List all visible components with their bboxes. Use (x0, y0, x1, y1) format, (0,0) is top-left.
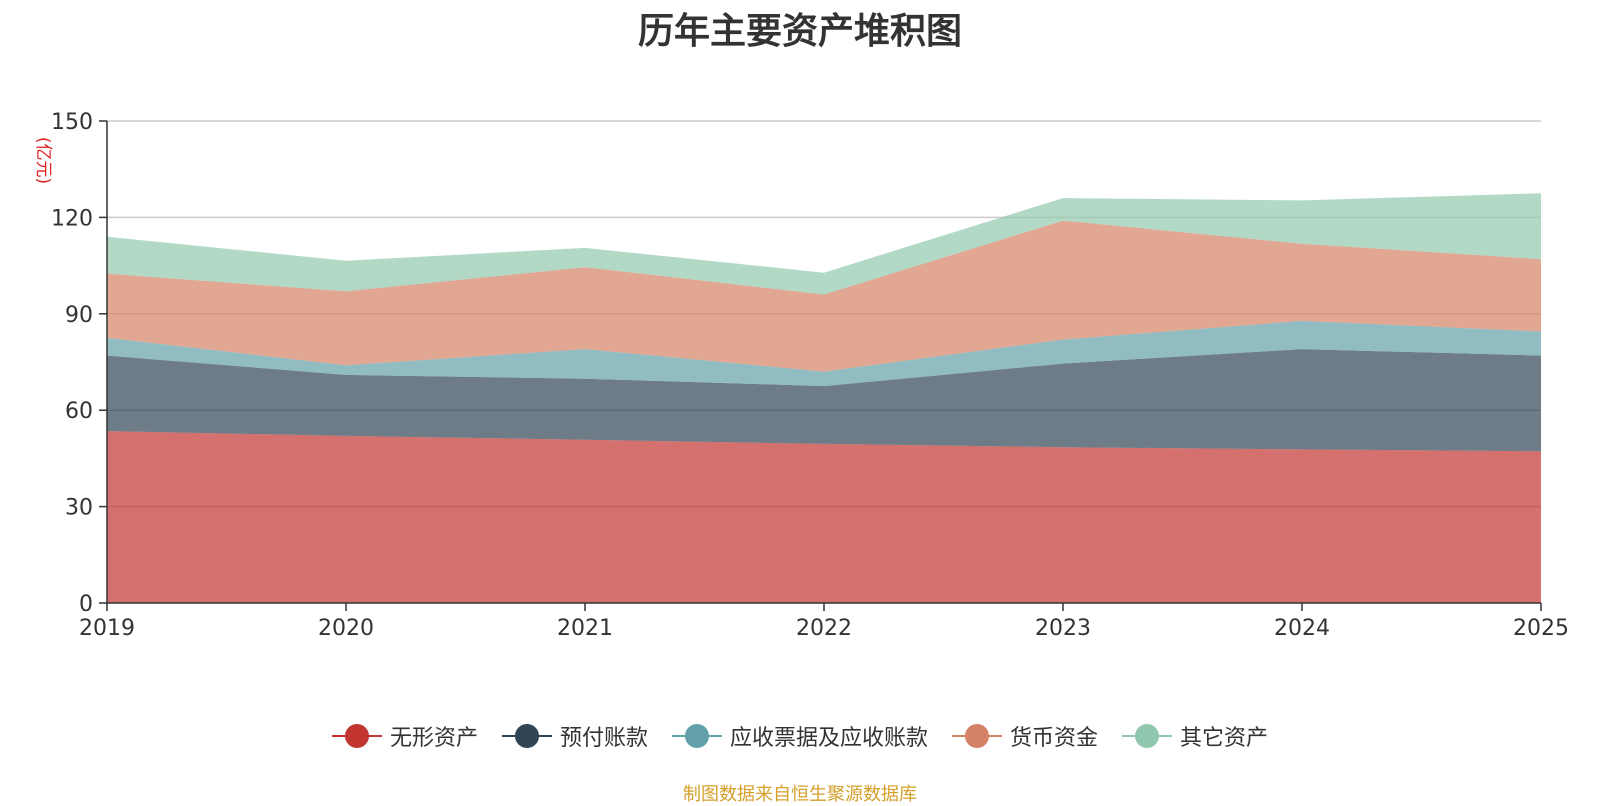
y-tick-label-120: 120 (51, 206, 93, 231)
legend-label: 其它资产 (1180, 726, 1269, 751)
axes: 0 30 60 90 120 150 2019 2020 2021 2022 2023 2024 202… (51, 110, 1569, 641)
legend: 无形资产 预付账款 应收票据及应收账款 货币资金 其它资产 (0, 720, 1600, 752)
legend-label: 应收票据及应收账款 (729, 726, 928, 751)
x-tick-label-2025: 2025 (1513, 616, 1569, 641)
chart-title: 历年主要资产堆积图 (637, 11, 962, 52)
x-tick-label-2020: 2020 (318, 616, 374, 641)
legend-marker-icon (1122, 724, 1173, 748)
legend-marker-icon (952, 724, 1002, 748)
legend-item-1[interactable]: 无形资产 (331, 720, 478, 752)
legend-item-4[interactable]: 货币资金 (952, 720, 1098, 752)
area-series-4[interactable] (107, 220, 1541, 372)
y-tick-label-0: 0 (79, 592, 93, 617)
legend-item-2[interactable]: 预付账款 (501, 720, 648, 752)
x-tick-label-2021: 2021 (557, 616, 613, 641)
y-tick-label-30: 30 (65, 496, 93, 521)
legend-item-5[interactable]: 其它资产 (1122, 720, 1268, 752)
y-tick-label-90: 90 (65, 303, 93, 328)
legend-label: 无形资产 (389, 726, 478, 751)
area-series (107, 193, 1541, 603)
legend-marker-icon (501, 724, 552, 748)
y-tick-label-60: 60 (65, 399, 93, 424)
x-tick-label-2022: 2022 (796, 616, 852, 641)
legend-marker-icon (671, 724, 722, 748)
x-tick-label-2019: 2019 (79, 616, 135, 641)
legend-marker-icon (331, 724, 382, 748)
area-series-5[interactable] (107, 193, 1541, 295)
area-series-2[interactable] (107, 349, 1541, 452)
y-tick-label-150: 150 (51, 110, 93, 135)
area-series-1[interactable] (107, 431, 1541, 603)
legend-label: 预付账款 (559, 726, 648, 751)
x-tick-label-2024: 2024 (1274, 616, 1330, 641)
area-series-3[interactable] (107, 320, 1541, 387)
legend-label: 货币资金 (1010, 726, 1099, 751)
legend-item-3[interactable]: 应收票据及应收账款 (671, 720, 928, 752)
stacked-area-chart: 0 30 60 90 120 150 2019 2020 2021 2022 2023 2024 202… (51, 110, 1569, 641)
x-tick-label-2023: 2023 (1035, 616, 1091, 641)
data-source-note: 制图数据来自恒生聚源数据库 (683, 784, 917, 805)
